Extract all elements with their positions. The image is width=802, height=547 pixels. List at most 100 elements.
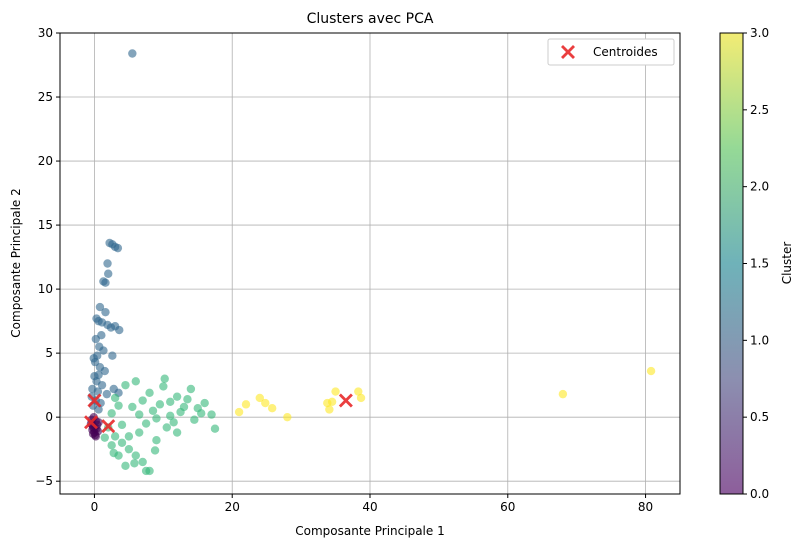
data-point-cluster-2 [130, 459, 139, 468]
y-tick-label: −5 [35, 474, 53, 488]
data-point-cluster-2 [121, 461, 130, 471]
data-point-cluster-3 [255, 393, 264, 403]
chart-title: Clusters avec PCA [307, 11, 434, 27]
colorbar-tick-label: 3.0 [750, 26, 769, 40]
data-point-cluster-2 [124, 444, 134, 454]
x-tick-label: 40 [362, 500, 377, 514]
data-point-cluster-2 [150, 446, 160, 455]
legend: Centroides [547, 38, 675, 66]
data-point-cluster-2 [135, 410, 144, 419]
x-tick-label: 60 [500, 500, 515, 514]
data-point-cluster-2 [121, 380, 130, 390]
y-tick-label: 5 [45, 346, 53, 360]
data-point-cluster-2 [138, 396, 147, 405]
data-point-cluster-3 [331, 387, 340, 396]
colorbar-tick-label: 0.0 [750, 487, 769, 501]
data-point-cluster-3 [558, 389, 568, 399]
data-point-cluster-1 [103, 259, 112, 268]
data-point-cluster-1 [102, 389, 112, 399]
data-point-cluster-1 [101, 307, 110, 317]
data-point-cluster-2 [166, 411, 175, 421]
data-point-cluster-2 [160, 374, 169, 383]
data-point-cluster-3 [356, 393, 366, 403]
data-point-cluster-2 [190, 415, 199, 424]
data-point-cluster-2 [100, 433, 109, 442]
data-point-cluster-2 [117, 438, 127, 447]
colorbar: 0.0 0.5 1.0 1.5 2.0 2.5 3.0 Cluster [719, 26, 794, 501]
data-point-cluster-1 [100, 366, 109, 376]
data-point-cluster-1 [95, 302, 105, 312]
data-point-cluster-2 [107, 441, 116, 450]
data-point-cluster-1 [89, 354, 98, 363]
data-point-cluster-2 [107, 409, 116, 418]
y-axis-ticks: −5 0 5 10 15 20 25 30 [35, 26, 60, 488]
y-tick-label: 20 [38, 154, 53, 168]
legend-centroid-x [561, 45, 575, 59]
data-point-cluster-3 [323, 398, 332, 408]
legend-label: Centroides [593, 45, 658, 59]
data-point-cluster-2 [145, 466, 154, 476]
data-point-cluster-2 [172, 428, 182, 437]
data-point-cluster-2 [207, 410, 216, 419]
data-point-cluster-2 [109, 448, 118, 458]
data-point-cluster-2 [145, 388, 154, 398]
data-point-cluster-2 [117, 420, 127, 430]
data-point-cluster-3 [234, 407, 244, 417]
data-point-cluster-2 [128, 402, 137, 412]
data-point-cluster-2 [152, 436, 161, 445]
data-point-cluster-2 [131, 451, 140, 460]
data-point-cluster-0 [91, 432, 101, 441]
data-point-cluster-2 [183, 395, 192, 404]
legend-centroid-marker [561, 45, 575, 59]
colorbar-tick-label: 2.0 [750, 180, 769, 194]
colorbar-tick-label: 1.0 [750, 333, 769, 347]
y-tick-label: 15 [38, 218, 53, 232]
centroid-markers [84, 393, 353, 434]
data-point-cluster-2 [166, 397, 175, 406]
data-point-cluster-2 [110, 432, 120, 441]
data-point-cluster-2 [176, 407, 185, 417]
data-point-cluster-2 [110, 393, 120, 403]
data-point-cluster-2 [210, 424, 220, 433]
data-points [86, 49, 656, 476]
data-point-cluster-3 [241, 400, 251, 409]
y-tick-label: 10 [38, 282, 53, 296]
centroid-marker [338, 393, 353, 408]
colorbar-gradient [719, 32, 744, 495]
grid-lines [60, 32, 680, 494]
x-tick-label: 0 [91, 500, 99, 514]
x-axis-ticks: 0 20 40 60 80 [91, 494, 653, 514]
centroid-marker [87, 393, 102, 408]
data-point-cluster-3 [261, 398, 270, 408]
data-point-cluster-2 [124, 432, 134, 441]
data-point-cluster-1 [97, 380, 107, 390]
colorbar-label: Cluster [780, 242, 794, 285]
data-point-cluster-1 [94, 405, 103, 414]
data-point-cluster-1 [99, 346, 108, 355]
data-point-cluster-1 [128, 49, 137, 58]
data-point-cluster-2 [148, 406, 158, 415]
colorbar-tick-label: 1.5 [750, 257, 769, 271]
data-point-cluster-3 [267, 404, 277, 413]
data-point-cluster-2 [141, 419, 151, 428]
data-point-cluster-2 [159, 382, 168, 391]
data-point-cluster-2 [152, 414, 161, 423]
data-point-cluster-1 [115, 325, 124, 335]
data-point-cluster-1 [101, 278, 110, 287]
data-point-cluster-2 [138, 457, 147, 467]
x-tick-label: 80 [638, 500, 653, 514]
data-point-cluster-3 [325, 405, 334, 414]
data-point-cluster-2 [169, 418, 178, 427]
data-point-cluster-2 [155, 400, 165, 409]
data-point-cluster-2 [186, 384, 196, 394]
y-tick-label: 25 [38, 90, 53, 104]
colorbar-tick-label: 0.5 [750, 410, 769, 424]
x-tick-label: 20 [225, 500, 240, 514]
data-point-cluster-1 [104, 269, 113, 278]
data-point-cluster-1 [91, 334, 101, 344]
y-tick-label: 0 [45, 410, 53, 424]
y-axis-label: Composante Principale 2 [9, 188, 23, 337]
data-point-cluster-1 [93, 387, 103, 396]
x-axis-label: Composante Principale 1 [295, 524, 444, 538]
